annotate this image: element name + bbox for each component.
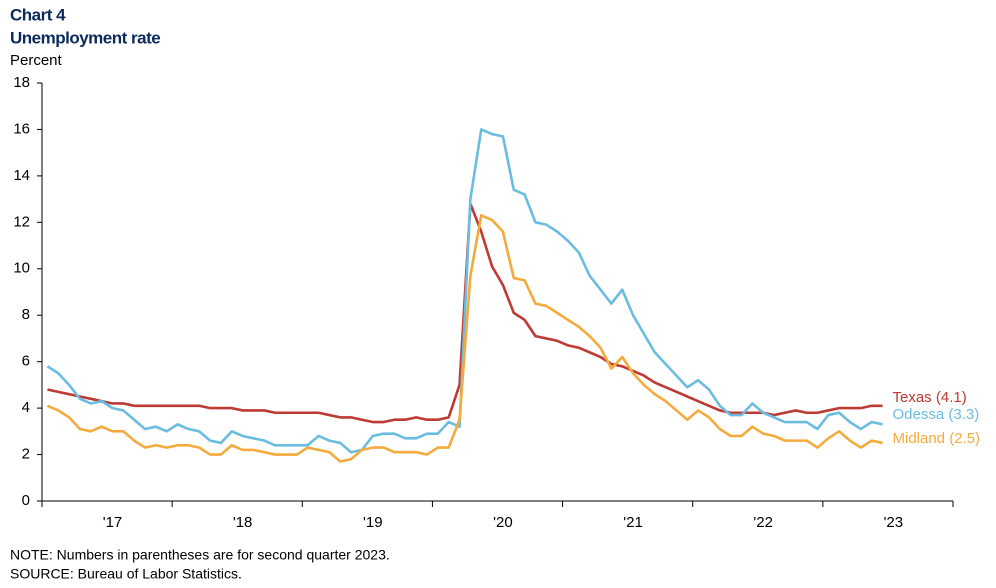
series-line — [46, 128, 883, 454]
x-tick-label: '17 — [103, 514, 123, 531]
source: SOURCE: Bureau of Labor Statistics. — [10, 566, 242, 582]
y-tick-label: 0 — [22, 492, 30, 509]
note: NOTE: Numbers in parentheses are for sec… — [10, 547, 390, 563]
x-tick-label: '20 — [493, 514, 513, 531]
y-tick-label: 12 — [13, 213, 30, 230]
chart-subtitle: Unemployment rate — [10, 28, 160, 47]
chart-title: Chart 4 — [10, 5, 66, 24]
y-tick-label: 6 — [22, 353, 30, 370]
series-label: Midland (2.5) — [893, 430, 981, 447]
series-label: Texas (4.1) — [893, 389, 967, 406]
y-tick-label: 4 — [22, 399, 30, 416]
y-tick-label: 18 — [13, 74, 30, 91]
x-tick-label: '22 — [753, 514, 773, 531]
series-label: Odessa (3.3) — [893, 406, 980, 423]
x-tick-label: '21 — [623, 514, 643, 531]
x-tick-label: '18 — [233, 514, 253, 531]
series-line — [46, 214, 883, 463]
y-tick-label: 14 — [13, 167, 30, 184]
x-tick-label: '19 — [363, 514, 383, 531]
x-tick-label: '23 — [884, 514, 904, 531]
y-axis-label: Percent — [10, 52, 63, 69]
y-tick-label: 16 — [13, 120, 30, 137]
y-tick-label: 8 — [22, 306, 30, 323]
y-tick-label: 2 — [22, 446, 30, 463]
y-tick-label: 10 — [13, 260, 30, 277]
